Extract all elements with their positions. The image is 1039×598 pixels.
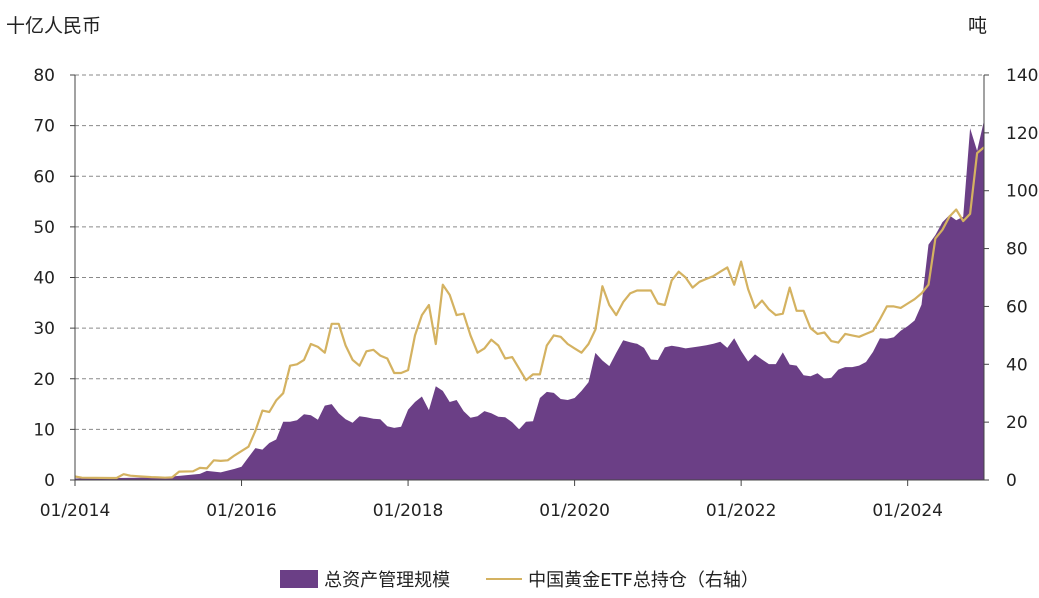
right-tick-label: 20 [1006,413,1028,433]
aum-area-series [75,120,984,480]
x-tick-label: 01/2020 [539,501,610,521]
legend-label-etf: 中国黄金ETF总持仓（右轴） [528,570,759,591]
x-tick-label: 01/2016 [206,501,277,521]
left-tick-label: 70 [33,117,55,137]
left-tick-label: 80 [33,66,55,86]
etf-holdings-line [74,146,985,480]
left-tick-label: 60 [33,167,55,187]
x-tick-label: 01/2014 [40,501,111,521]
axes [70,74,989,486]
left-tick-label: 50 [33,218,55,238]
left-tick-label: 10 [33,420,55,440]
left-tick-label: 30 [33,319,55,339]
right-tick-label: 60 [1006,297,1028,317]
legend-label-aum: 总资产管理规模 [324,570,451,591]
right-tick-label: 40 [1006,355,1028,375]
legend-swatch-line [486,578,523,580]
x-tick-label: 01/2018 [373,501,444,521]
legend: 总资产管理规模 中国黄金ETF总持仓（右轴） [0,566,1039,592]
x-tick-label: 01/2024 [872,501,943,521]
legend-item-aum: 总资产管理规模 [280,566,450,592]
right-tick-label: 120 [1006,124,1038,144]
etf-holdings-line-series [74,146,985,480]
legend-swatch-area [280,570,319,588]
right-tick-label: 140 [1006,66,1038,86]
left-axis-unit: 十亿人民币 [6,15,102,37]
left-tick-label: 40 [33,269,55,289]
left-tick-label: 20 [33,370,55,390]
right-tick-label: 0 [1006,471,1017,491]
right-axis-unit: 吨 [967,15,987,37]
tick-labels: 0 10 20 30 40 50 60 70 80 0 20 40 60 80 100 120 140 01/20… [33,66,1038,521]
right-tick-label: 100 [1006,182,1038,202]
aum-area [75,120,984,480]
legend-item-etf: 中国黄金ETF总持仓（右轴） [486,566,759,592]
right-tick-label: 80 [1006,240,1028,260]
left-tick-label: 0 [44,471,55,491]
x-tick-label: 01/2022 [706,501,777,521]
